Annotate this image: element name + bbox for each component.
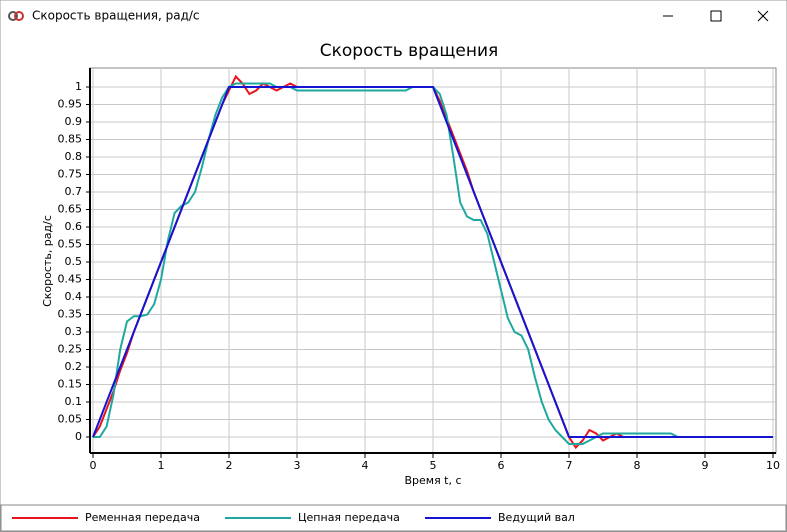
y-tick-label: 0.1 bbox=[65, 395, 83, 408]
x-tick-label: 6 bbox=[498, 459, 505, 472]
y-tick-label: 0.5 bbox=[65, 255, 83, 268]
x-tick-label: 8 bbox=[634, 459, 641, 472]
y-tick-label: 0.7 bbox=[65, 185, 83, 198]
legend-entries: Ременная передача Цепная передача Ведущий … bbox=[12, 511, 575, 524]
y-axis-title: Скорость, рад/с bbox=[41, 215, 54, 307]
app-icon bbox=[14, 11, 24, 21]
y-tick-label: 0.9 bbox=[65, 115, 83, 128]
y-tick-label: 0.85 bbox=[58, 133, 83, 146]
y-tick-label: 0.25 bbox=[58, 343, 83, 356]
y-tick-label: 0.45 bbox=[58, 273, 83, 286]
legend-label: Цепная передача bbox=[298, 511, 400, 524]
title-bar: Скорость вращения, рад/с bbox=[8, 9, 769, 23]
y-tick-label: 0.6 bbox=[65, 220, 83, 233]
y-tick-label: 0.65 bbox=[58, 203, 83, 216]
x-tick-label: 9 bbox=[702, 459, 709, 472]
x-tick-label: 2 bbox=[226, 459, 233, 472]
series-line bbox=[92, 86, 773, 438]
y-tick-label: 0.15 bbox=[58, 378, 83, 391]
legend-label: Ременная передача bbox=[85, 511, 200, 524]
app-icon bbox=[8, 11, 18, 21]
y-tick-label: 0.2 bbox=[65, 360, 83, 373]
x-tick-label: 4 bbox=[362, 459, 369, 472]
close-button[interactable] bbox=[757, 10, 769, 22]
chart-title: Скорость вращения bbox=[320, 41, 499, 61]
y-tick-label: 0.8 bbox=[65, 150, 83, 163]
x-axis-title: Время t, c bbox=[404, 474, 461, 487]
legend-label: Ведущий вал bbox=[498, 511, 575, 524]
x-tick-label: 7 bbox=[566, 459, 573, 472]
y-tick-label: 0.55 bbox=[58, 238, 83, 251]
window-title: Скорость вращения, рад/с bbox=[32, 9, 200, 23]
y-tick-label: 0.95 bbox=[58, 98, 83, 111]
y-tick-label: 0.3 bbox=[65, 325, 83, 338]
x-tick-label: 5 bbox=[430, 459, 437, 472]
x-tick-label: 1 bbox=[158, 459, 165, 472]
y-tick-label: 0.05 bbox=[58, 413, 83, 426]
y-tick-label: 1 bbox=[75, 80, 82, 93]
y-tick-label: 0.35 bbox=[58, 308, 83, 321]
y-tick-label: 0.75 bbox=[58, 168, 83, 181]
y-tick-label: 0.4 bbox=[65, 290, 83, 303]
lines bbox=[92, 74, 773, 450]
maximize-button[interactable] bbox=[710, 10, 722, 22]
y-tick-label: 0 bbox=[75, 430, 82, 443]
x-tick-label: 3 bbox=[294, 459, 301, 472]
x-tick-label: 0 bbox=[90, 459, 97, 472]
x-tick-label: 10 bbox=[766, 459, 780, 472]
legend bbox=[0, 504, 787, 532]
